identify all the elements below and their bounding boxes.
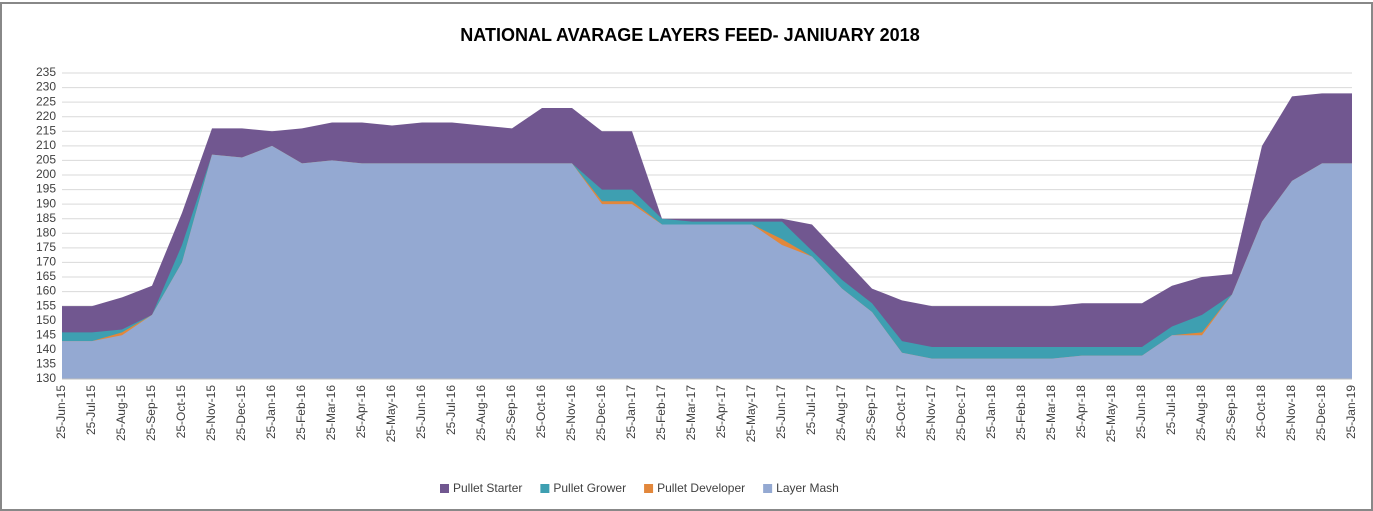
y-tick-label: 140 (36, 342, 56, 356)
x-tick-label: 25-Aug-18 (1194, 385, 1208, 441)
y-tick-label: 145 (36, 327, 56, 341)
x-tick-label: 25-Nov-17 (924, 385, 938, 441)
y-tick-label: 200 (36, 167, 56, 181)
x-tick-label: 25-Oct-17 (894, 385, 908, 439)
legend-label: Layer Mash (776, 481, 839, 495)
legend-swatch (644, 484, 654, 493)
y-tick-label: 180 (36, 225, 56, 239)
x-tick-label: 25-Sep-17 (864, 385, 878, 441)
x-tick-label: 25-Mar-17 (684, 385, 698, 441)
x-tick-label: 25-Jul-15 (84, 385, 98, 435)
x-tick-label: 25-Aug-16 (474, 385, 488, 441)
y-tick-label: 190 (36, 196, 56, 210)
x-tick-label: 25-Jan-19 (1344, 385, 1358, 439)
x-tick-label: 25-Aug-15 (114, 385, 128, 441)
y-tick-label: 195 (36, 182, 56, 196)
y-tick-label: 215 (36, 123, 56, 137)
y-tick-label: 130 (36, 371, 56, 385)
y-tick-label: 220 (36, 109, 56, 123)
legend-label: Pullet Grower (553, 481, 626, 495)
x-tick-label: 25-Jan-16 (264, 385, 278, 439)
chart-title: NATIONAL AVARAGE LAYERS FEED- JANIUARY 2… (460, 25, 919, 45)
x-tick-label: 25-Sep-18 (1224, 385, 1238, 441)
y-tick-label: 175 (36, 240, 56, 254)
y-tick-label: 235 (36, 65, 56, 79)
y-tick-label: 170 (36, 255, 56, 269)
x-tick-label: 25-Jun-15 (54, 385, 68, 439)
x-tick-label: 25-Sep-15 (144, 385, 158, 441)
x-tick-label: 25-Aug-17 (834, 385, 848, 441)
x-tick-label: 25-Sep-16 (504, 385, 518, 441)
x-tick-label: 25-Dec-17 (954, 385, 968, 441)
legend-swatch (540, 484, 550, 493)
legend-label: Pullet Developer (657, 481, 745, 495)
y-tick-label: 210 (36, 138, 56, 152)
y-tick-label: 155 (36, 298, 56, 312)
x-tick-label: 25-Dec-15 (234, 385, 248, 441)
x-tick-label: 25-Mar-18 (1044, 385, 1058, 441)
y-tick-label: 165 (36, 269, 56, 283)
y-tick-label: 225 (36, 94, 56, 108)
x-tick-label: 25-Apr-18 (1074, 385, 1088, 439)
x-tick-label: 25-Apr-17 (714, 385, 728, 439)
y-tick-label: 205 (36, 153, 56, 167)
y-tick-label: 185 (36, 211, 56, 225)
area (62, 145, 1352, 379)
x-tick-label: 25-Dec-16 (594, 385, 608, 441)
x-tick-label: 25-Jan-17 (624, 385, 638, 439)
y-tick-label: 135 (36, 357, 56, 371)
x-tick-label: 25-Jun-18 (1134, 385, 1148, 439)
x-tick-label: 25-May-16 (384, 385, 398, 443)
x-tick-label: 25-Nov-18 (1284, 385, 1298, 441)
x-tick-label: 25-May-17 (744, 385, 758, 443)
legend-swatch (440, 484, 449, 493)
y-tick-label: 160 (36, 284, 56, 298)
x-tick-label: 25-Jul-16 (444, 385, 458, 435)
legend-swatch (763, 484, 773, 493)
x-tick-label: 25-Jul-18 (1164, 385, 1178, 435)
x-tick-label: 25-Feb-17 (654, 385, 668, 441)
x-tick-label: 25-Jun-17 (774, 385, 788, 439)
x-tick-label: 25-Nov-15 (204, 385, 218, 441)
x-tick-label: 25-Jun-16 (414, 385, 428, 439)
x-tick-label: 25-Mar-16 (324, 385, 338, 441)
x-tick-label: 25-Jan-18 (984, 385, 998, 439)
x-tick-label: 25-Feb-16 (294, 385, 308, 441)
x-tick-label: 25-Oct-16 (534, 385, 548, 439)
x-tick-label: 25-Oct-15 (174, 385, 188, 439)
x-tick-label: 25-Nov-16 (564, 385, 578, 441)
x-tick-label: 25-Oct-18 (1254, 385, 1268, 439)
x-tick-label: 25-Dec-18 (1314, 385, 1328, 441)
legend-label: Pullet Starter (453, 481, 522, 495)
x-tick-label: 25-Feb-18 (1014, 385, 1028, 441)
x-tick-label: 25-May-18 (1104, 385, 1118, 443)
x-tick-label: 25-Jul-17 (804, 385, 818, 435)
x-tick-label: 25-Apr-16 (354, 385, 368, 439)
y-tick-label: 230 (36, 80, 56, 94)
y-tick-label: 150 (36, 313, 56, 327)
